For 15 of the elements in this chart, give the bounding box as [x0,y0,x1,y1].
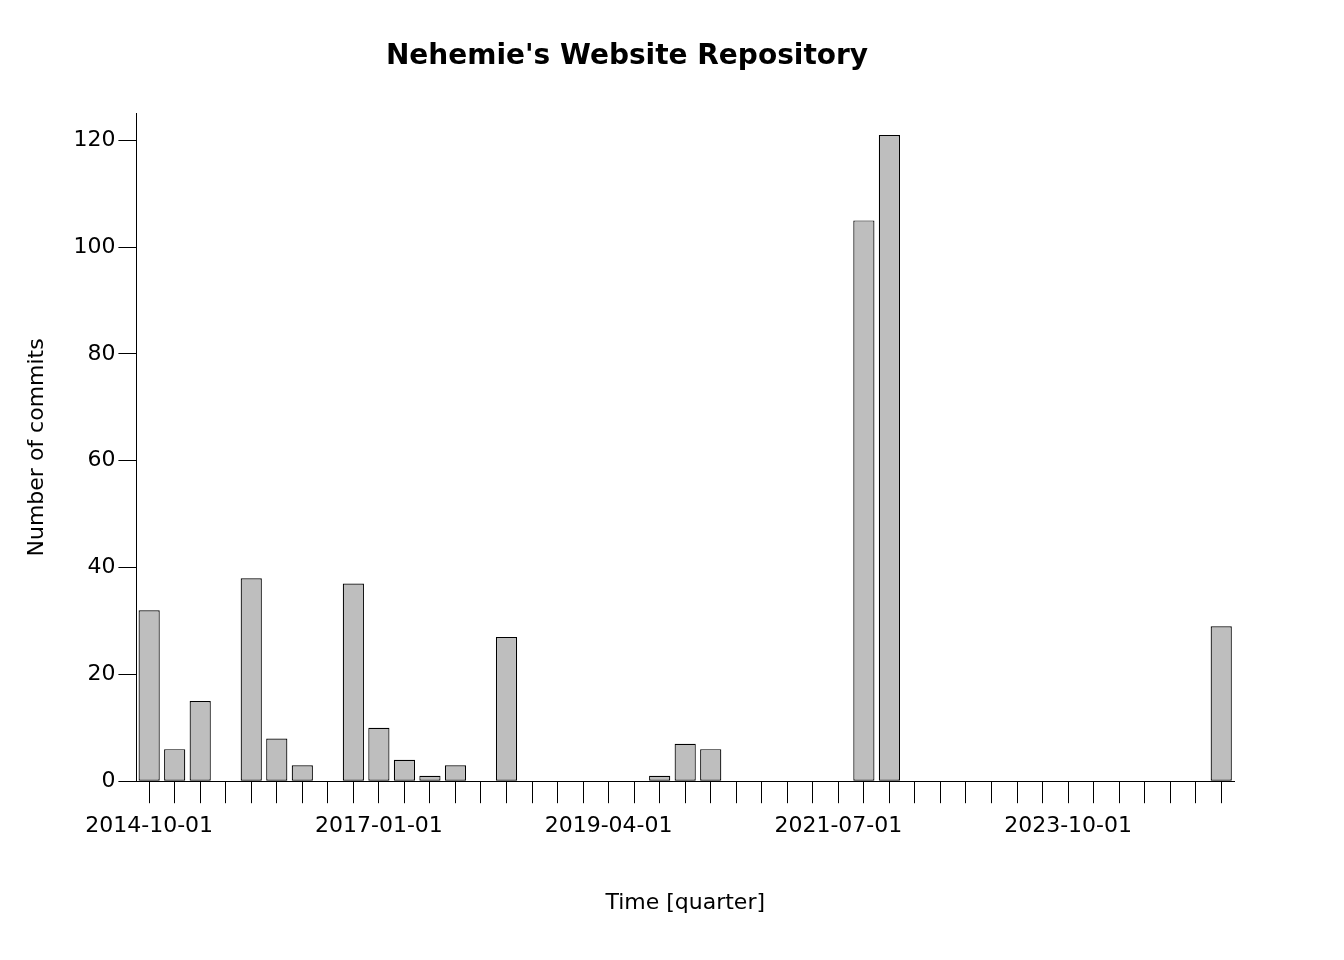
y-tick-label: 60 [87,446,116,472]
x-tick-label: 2014-10-01 [85,812,214,838]
y-axis-title: Number of commits [22,338,48,557]
y-tick-label: 100 [73,232,116,258]
y-tick-label: 20 [87,660,116,686]
x-tick-label: 2019-04-01 [544,812,673,838]
y-tick-label: 40 [87,553,116,579]
x-axis-title: Time [quarter] [604,888,766,914]
chart-title: Nehemie's Website Repository [385,38,869,72]
x-tick-label: 2023-10-01 [1004,812,1133,838]
y-tick-label: 80 [87,339,116,365]
y-tick-label: 120 [73,126,116,152]
y-tick-label: 0 [101,766,116,792]
x-tick-label: 2017-01-01 [314,812,443,838]
x-tick-label: 2021-07-01 [774,812,903,838]
